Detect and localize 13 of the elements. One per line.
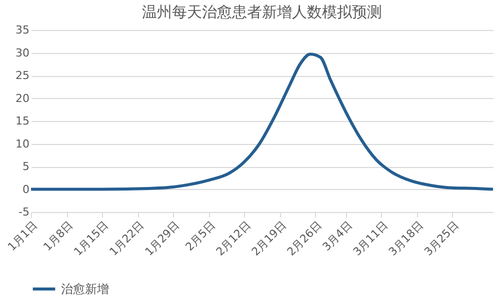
y-tick-label: 20 [16,92,30,105]
x-tick-label: 1月1日 [5,218,40,254]
y-tick-label: 25 [16,69,30,82]
y-tick-label: 30 [16,46,30,60]
legend-label: 治愈新增 [61,282,109,296]
chart-title: 温州每天治愈患者新增人数模拟预测 [142,3,382,21]
y-tick-label: 35 [16,24,30,36]
x-tick-label: 1月29日 [142,218,182,258]
y-tick-label: -5 [18,206,30,218]
y-tick-label: 0 [22,182,30,196]
y-tick-label: 15 [16,114,30,128]
y-tick-label: 10 [16,137,30,150]
y-tick-label: 5 [22,160,30,173]
